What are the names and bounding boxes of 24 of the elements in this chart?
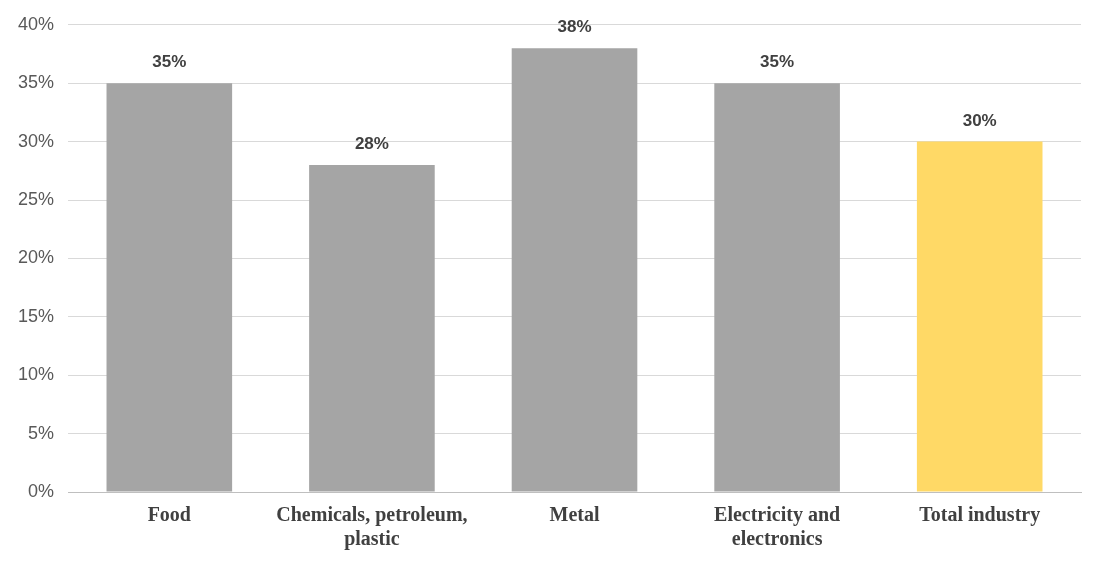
x-tick-label: Total industry (919, 503, 1041, 527)
y-tick-label: 35% (18, 72, 55, 93)
y-tick-label: 30% (18, 130, 55, 151)
y-tick-label: 25% (18, 188, 55, 209)
x-tick-label: Chemicals, petroleum, plastic (276, 503, 468, 551)
data-label: 30% (962, 110, 997, 130)
x-tick-label: Food (147, 503, 191, 526)
y-tick-label: 5% (28, 422, 55, 443)
y-tick-label: 10% (18, 364, 55, 385)
y-tick-label: 20% (18, 247, 55, 268)
x-tick-label: Metal (549, 503, 600, 526)
bar (511, 48, 638, 492)
y-tick-label: 40% (18, 13, 55, 34)
x-tick-label: Electricity and electronics (714, 503, 841, 550)
bar (106, 83, 233, 492)
data-label: 38% (557, 17, 592, 37)
data-label: 28% (354, 134, 389, 154)
data-label: 35% (152, 52, 187, 72)
bar (309, 164, 435, 492)
bar (714, 83, 840, 492)
y-tick-label: 15% (18, 305, 55, 326)
y-tick-label: 0% (28, 480, 55, 501)
data-label: 35% (760, 52, 795, 72)
bar (916, 141, 1043, 492)
